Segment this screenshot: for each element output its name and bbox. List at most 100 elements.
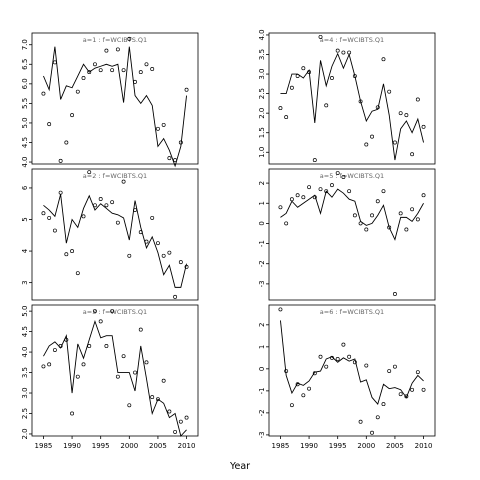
- observed-point: [75, 271, 80, 276]
- y-tick-label: 2.0: [258, 108, 266, 119]
- observed-point: [52, 60, 57, 65]
- x-axis-label: Year: [229, 461, 250, 472]
- observed-point: [398, 392, 403, 397]
- observed-point: [364, 142, 369, 147]
- observed-point: [404, 227, 409, 232]
- fitted-line: [280, 188, 424, 241]
- observed-point: [87, 170, 92, 175]
- observed-point: [307, 185, 312, 190]
- observed-point: [47, 362, 52, 367]
- panel-title: a=6 : f=WCIBTS.Q1: [320, 308, 384, 316]
- observed-point: [98, 68, 103, 73]
- observed-point: [301, 393, 306, 398]
- observed-point: [144, 360, 149, 365]
- observed-point: [301, 66, 306, 71]
- observed-point: [81, 362, 86, 367]
- panel-title: a=5 : f=WCIBTS.Q1: [320, 172, 384, 180]
- y-tick-label: 3: [21, 280, 29, 284]
- observed-point: [64, 140, 69, 145]
- y-tick-label: 3.0: [258, 68, 266, 79]
- observed-point: [47, 122, 52, 127]
- observed-point: [47, 215, 52, 220]
- x-tick-label: 1995: [329, 442, 347, 450]
- observed-point: [352, 213, 357, 218]
- y-tick-label: 1.0: [258, 147, 266, 158]
- observed-point: [155, 397, 160, 402]
- observed-point: [387, 369, 392, 374]
- observed-point: [178, 260, 183, 265]
- observed-point: [330, 76, 334, 80]
- observed-point: [115, 220, 120, 225]
- observed-point: [87, 70, 92, 75]
- observed-point: [121, 179, 126, 184]
- observed-point: [312, 158, 317, 163]
- panel-4: a=5 : f=WCIBTS.Q1 -3 -2 -1 0 1 2: [258, 168, 436, 301]
- panel-title: a=1 : f=WCIBTS.Q1: [83, 36, 147, 44]
- observed-point: [347, 354, 352, 359]
- observed-point: [352, 74, 357, 78]
- observed-point: [93, 203, 97, 208]
- observed-point: [358, 99, 363, 104]
- observed-point: [410, 207, 415, 212]
- observed-point: [370, 213, 374, 218]
- panel-title: a=2 : f=WCIBTS.Q1: [83, 172, 147, 180]
- observed-point: [93, 309, 97, 314]
- y-tick-label: 5.0: [21, 306, 29, 317]
- observed-point: [98, 319, 103, 324]
- x-tick-label: 1990: [300, 442, 318, 450]
- observed-point: [415, 370, 420, 375]
- x-tick-label: 2000: [357, 442, 375, 450]
- y-tick-label: -3: [258, 280, 266, 287]
- observed-point: [173, 294, 178, 299]
- observed-point: [104, 203, 109, 208]
- observed-point: [184, 264, 189, 269]
- observed-point: [110, 200, 115, 205]
- y-tick-label: -2: [258, 260, 266, 267]
- observed-point: [52, 348, 57, 352]
- observed-point: [150, 67, 155, 71]
- observed-point: [289, 85, 294, 90]
- observed-point: [324, 103, 329, 108]
- observed-point: [295, 74, 300, 78]
- y-tick-label: 5.5: [21, 98, 29, 109]
- y-tick-label: 6.5: [21, 59, 29, 70]
- panel-3: a=2 : f=WCIBTS.Q1 3 4 5 6: [21, 168, 199, 301]
- panel-6: a=6 : f=WCIBTS.Q1 -3 -2 -1 0 1 2 1985 1990 1995 20…: [258, 304, 436, 450]
- observed-point: [398, 211, 403, 216]
- observed-point: [364, 227, 369, 232]
- observed-point: [167, 156, 172, 161]
- observed-point: [155, 126, 160, 131]
- panel-frame: [31, 32, 199, 165]
- observed-point: [81, 214, 86, 219]
- fitted-line: [43, 46, 187, 168]
- fitted-line: [43, 319, 187, 437]
- observed-point: [75, 374, 80, 379]
- observed-point: [133, 208, 137, 212]
- observed-point: [307, 386, 312, 391]
- observed-point: [70, 113, 75, 118]
- observed-point: [41, 364, 46, 369]
- observed-point: [70, 249, 75, 254]
- observed-point: [301, 195, 306, 200]
- observed-point: [184, 87, 189, 92]
- observed-point: [415, 97, 420, 102]
- observed-point: [110, 68, 115, 73]
- observed-point: [184, 415, 189, 420]
- y-tick-label: -1: [258, 240, 266, 247]
- y-tick-label: 2.5: [258, 88, 266, 99]
- x-tick-label: 1985: [35, 442, 53, 450]
- observed-point: [155, 241, 160, 246]
- y-tick-label: 4.0: [21, 156, 29, 167]
- x-tick-label: 2010: [415, 442, 433, 450]
- observed-point: [121, 68, 126, 73]
- observed-point: [352, 360, 357, 365]
- panel-frame: [268, 32, 436, 165]
- observed-point: [167, 409, 172, 414]
- observed-point: [161, 122, 166, 127]
- observed-point: [364, 363, 369, 368]
- observed-point: [278, 205, 283, 210]
- observed-point: [75, 89, 80, 94]
- observed-point: [421, 193, 426, 198]
- observed-point: [41, 91, 46, 96]
- observed-point: [150, 395, 155, 400]
